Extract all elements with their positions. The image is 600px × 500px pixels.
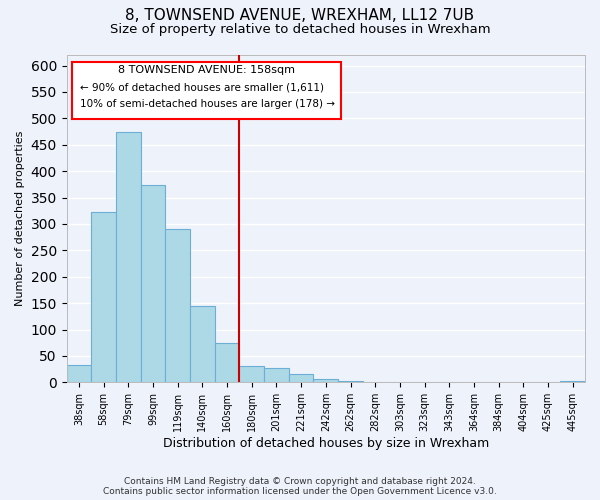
Bar bbox=[239, 366, 264, 382]
Bar bbox=[264, 368, 289, 382]
Bar bbox=[116, 132, 141, 382]
Text: 8, TOWNSEND AVENUE, WREXHAM, LL12 7UB: 8, TOWNSEND AVENUE, WREXHAM, LL12 7UB bbox=[125, 8, 475, 22]
Bar bbox=[91, 212, 116, 382]
FancyBboxPatch shape bbox=[72, 62, 341, 119]
Bar bbox=[166, 228, 190, 382]
Text: 10% of semi-detached houses are larger (178) →: 10% of semi-detached houses are larger (… bbox=[80, 99, 335, 109]
Bar bbox=[141, 185, 166, 382]
Text: Contains HM Land Registry data © Crown copyright and database right 2024.: Contains HM Land Registry data © Crown c… bbox=[124, 476, 476, 486]
Bar bbox=[190, 306, 215, 382]
Text: Size of property relative to detached houses in Wrexham: Size of property relative to detached ho… bbox=[110, 22, 490, 36]
Bar bbox=[67, 366, 91, 382]
Bar bbox=[215, 342, 239, 382]
Text: ← 90% of detached houses are smaller (1,611): ← 90% of detached houses are smaller (1,… bbox=[80, 83, 323, 93]
Y-axis label: Number of detached properties: Number of detached properties bbox=[15, 131, 25, 306]
Text: 8 TOWNSEND AVENUE: 158sqm: 8 TOWNSEND AVENUE: 158sqm bbox=[118, 65, 295, 75]
Text: Contains public sector information licensed under the Open Government Licence v3: Contains public sector information licen… bbox=[103, 488, 497, 496]
Bar bbox=[313, 378, 338, 382]
Bar bbox=[289, 374, 313, 382]
X-axis label: Distribution of detached houses by size in Wrexham: Distribution of detached houses by size … bbox=[163, 437, 489, 450]
